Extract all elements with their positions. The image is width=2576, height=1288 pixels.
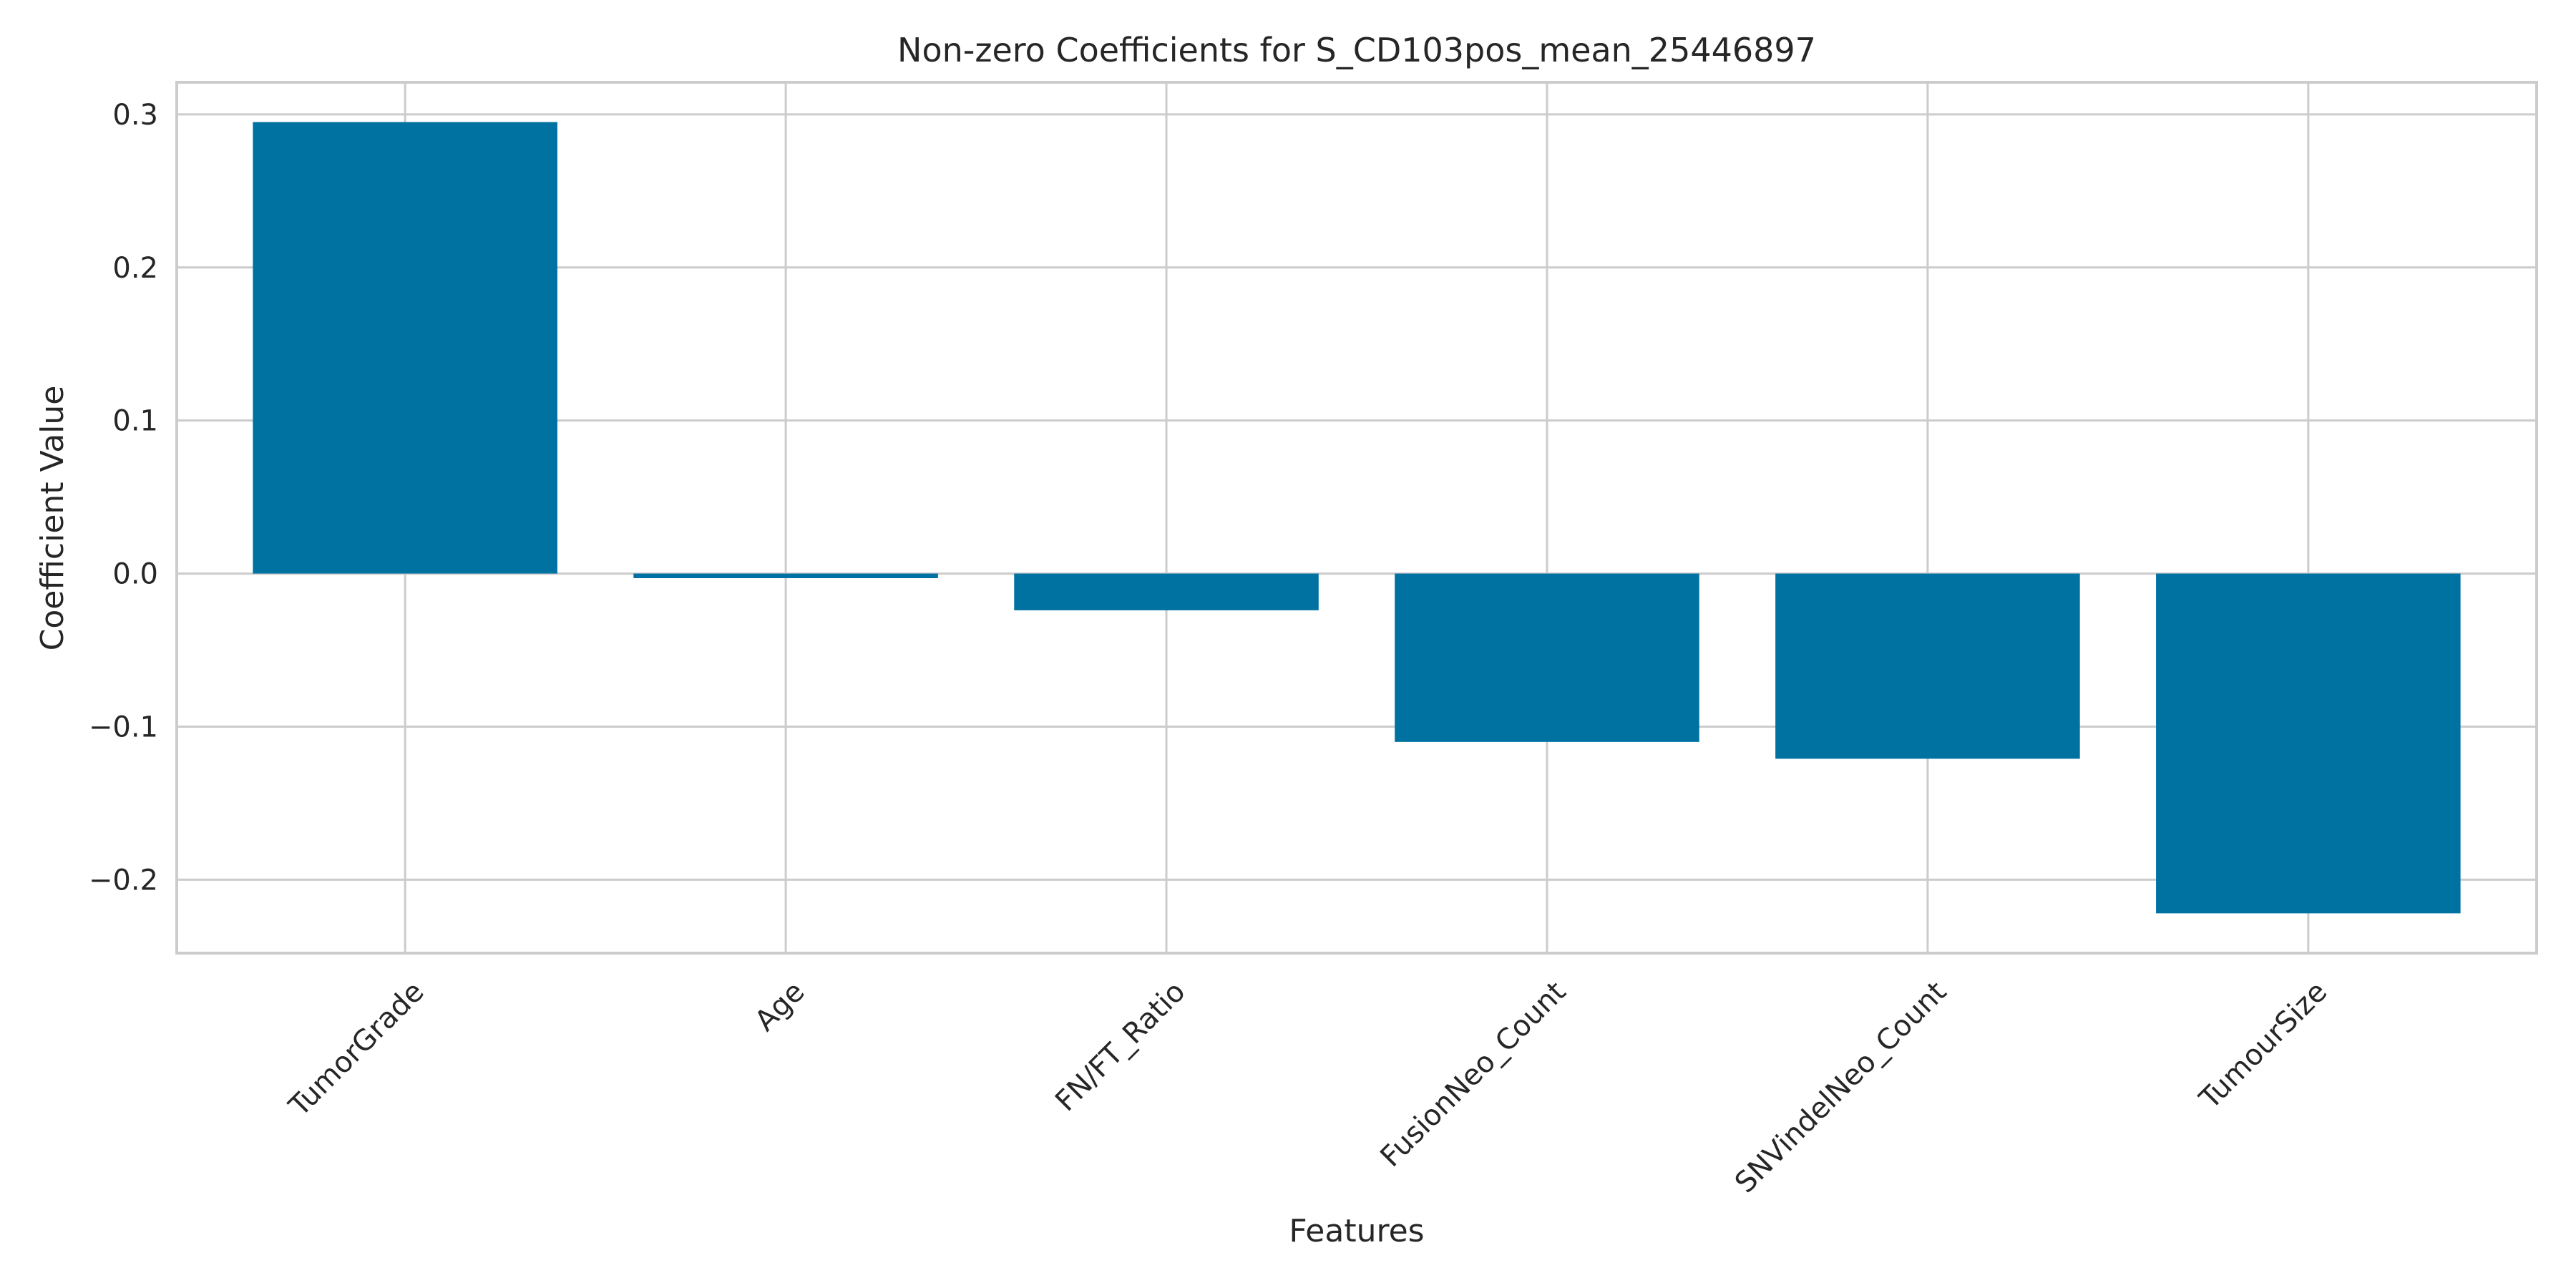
bar-fn-ft-ratio	[1014, 573, 1319, 610]
bar-age	[633, 573, 938, 578]
bar-snvindelneo-count	[1775, 573, 2080, 759]
y-tick-label: 0.0	[112, 558, 158, 591]
y-tick-label: 0.2	[112, 252, 158, 285]
y-tick-labels: 0.3 0.2 0.1 0.0 −0.1 −0.2	[89, 99, 158, 897]
bars	[253, 122, 2461, 914]
bar-fusionneo-count	[1395, 573, 1699, 742]
y-tick-label: 0.1	[112, 405, 158, 438]
chart-title: Non-zero Coefficients for S_CD103pos_mea…	[897, 31, 1816, 69]
y-axis-title: Coefficient Value	[34, 386, 71, 651]
grid-lines	[177, 82, 2537, 953]
y-tick-label: −0.1	[89, 711, 158, 743]
bar-tumorgrade	[253, 122, 557, 574]
y-tick-label: 0.3	[112, 99, 158, 132]
y-tick-label: −0.2	[89, 864, 158, 897]
plot-frame	[175, 81, 2538, 955]
x-axis-title: Features	[1289, 1213, 1424, 1249]
bar-tumoursize	[2156, 573, 2461, 914]
